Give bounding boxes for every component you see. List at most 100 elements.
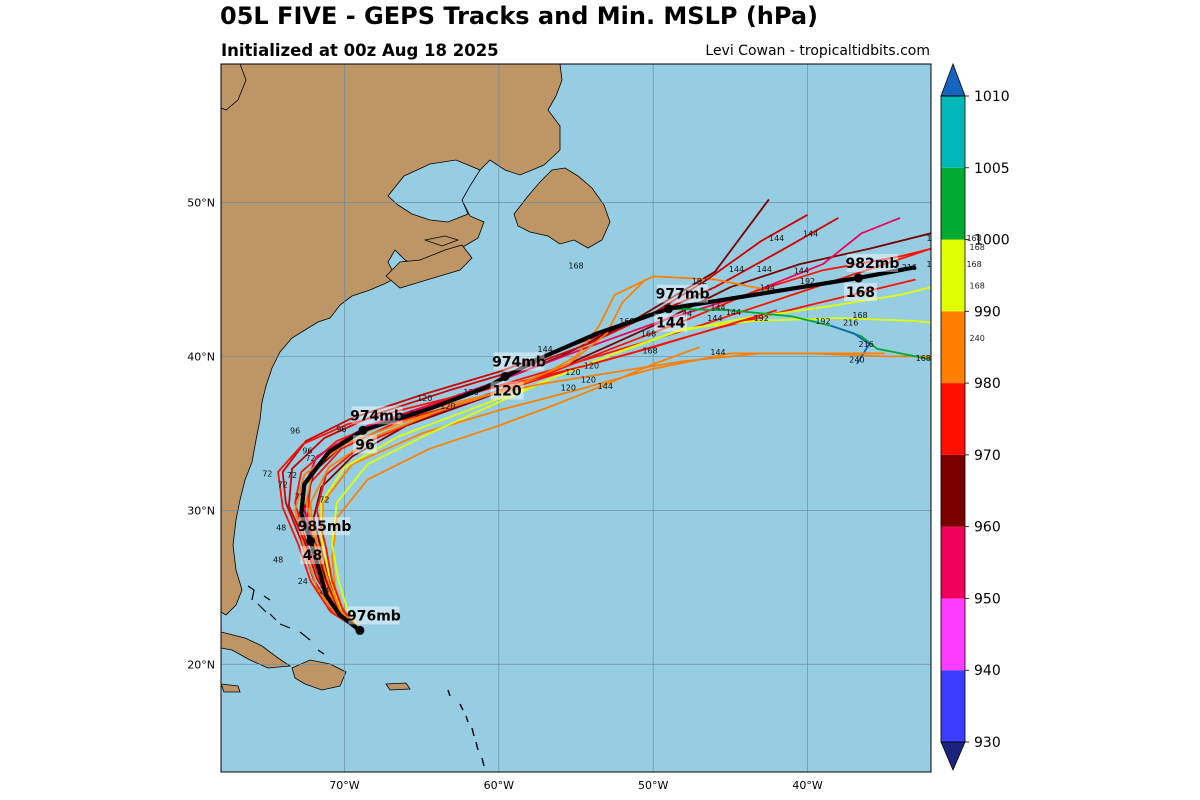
hour-label: 240 — [849, 356, 864, 365]
offmap-hour-label: 168 — [970, 282, 985, 291]
map-title: 05L FIVE - GEPS Tracks and Min. MSLP (hP… — [220, 2, 818, 30]
colorbar-label: 1010 — [974, 89, 1010, 105]
hour-label: 216 — [843, 319, 858, 328]
mean-hour-label-bg — [353, 435, 377, 454]
credit-text: Levi Cowan - tropicaltidbits.com — [705, 43, 930, 59]
hour-label: 120 — [440, 402, 455, 411]
lesser-antilles — [447, 689, 485, 767]
colorbar-label: 960 — [974, 520, 1001, 536]
colorbar-segment — [941, 239, 965, 312]
bahamas-islands — [247, 585, 325, 655]
hour-label: 72 — [305, 454, 315, 463]
pressure-label-bg — [299, 517, 351, 536]
mean-track-point — [306, 536, 316, 546]
hour-label: 144 — [710, 348, 725, 357]
hour-label: 72 — [278, 480, 288, 489]
lat-tick-label: 20°N — [187, 658, 215, 671]
hour-label: 120 — [463, 388, 478, 397]
init-time-subtitle: Initialized at 00z Aug 18 2025 — [221, 41, 499, 60]
lat-tick-label: 40°N — [187, 350, 215, 363]
lon-tick-label: 40°W — [792, 779, 822, 792]
jamaica — [221, 683, 241, 693]
pressure-label-bg — [348, 606, 400, 625]
colorbar-segment — [941, 670, 965, 742]
hour-label: 144 — [726, 308, 741, 317]
mean-track-point — [500, 371, 510, 381]
hour-label: 96 — [290, 426, 300, 435]
lon-tick-label: 60°W — [484, 779, 514, 792]
hour-label: 168 — [619, 317, 634, 326]
hour-label: 168 — [916, 354, 931, 363]
colorbar-segment — [941, 96, 965, 168]
hour-label: 144 — [707, 314, 722, 323]
hour-label: 192 — [800, 277, 815, 286]
hour-label: 144 — [710, 303, 725, 312]
pressure-label: 985mb — [298, 519, 352, 535]
mean-hour-label-bg — [490, 381, 524, 400]
colorbar-extend-high — [940, 62, 966, 97]
member-track — [320, 286, 931, 631]
colorbar-extend-low — [940, 741, 966, 772]
member-track — [830, 324, 871, 365]
hour-label: 168 — [568, 262, 583, 271]
hour-label: 144 — [794, 266, 809, 275]
hour-label: 240 — [930, 334, 945, 343]
colorbar-segment — [941, 454, 965, 527]
colorbar-label: 950 — [974, 591, 1001, 607]
pressure-label-bg — [657, 284, 709, 303]
axis-labels: 50°N 40°N 30°N 20°N 70°W 60°W 50°W 40°W — [187, 197, 823, 792]
hour-label: 44 — [682, 309, 692, 318]
colorbar-label: 990 — [974, 304, 1001, 320]
colorbar-label: 940 — [974, 663, 1001, 679]
land-layer — [221, 64, 611, 767]
mean-hour-label: 144 — [656, 316, 685, 332]
hour-label: 168 — [930, 282, 945, 291]
hour-label: 144 — [598, 382, 613, 391]
colorbar-segment — [941, 383, 965, 455]
cuba — [221, 631, 292, 669]
mean-track-point — [853, 273, 863, 283]
colorbar-frame — [940, 95, 966, 743]
lat-tick-label: 50°N — [187, 197, 215, 210]
hour-label: 72 — [287, 471, 297, 480]
hour-label: 96 — [409, 409, 419, 418]
colorbar-label: 980 — [974, 376, 1001, 392]
hour-label: 48 — [276, 523, 286, 532]
mean-track-point — [664, 304, 674, 314]
hour-label: 216 — [902, 263, 917, 272]
puerto-rico — [385, 682, 411, 691]
hour-label: 192 — [754, 314, 769, 323]
hour-label: 168 — [926, 260, 941, 269]
pressure-labels: 976mb985mb48974mb96974mb120977mb144982mb… — [298, 253, 899, 635]
hour-label: 120 — [565, 368, 580, 377]
hour-label: 168 — [852, 311, 867, 320]
hispaniola — [291, 659, 347, 691]
colorbar-labels: 930 940 950 960 970 980 990 1000 1005 1010 — [965, 89, 1010, 751]
hour-label: 216 — [859, 340, 874, 349]
hour-label: 96 — [302, 446, 312, 455]
hour-label: 144 — [537, 345, 552, 354]
lon-tick-label: 50°W — [638, 779, 668, 792]
colorbar — [940, 62, 966, 772]
mean-hour-label-bg — [843, 282, 877, 301]
pressure-label: 977mb — [656, 287, 710, 303]
member-track — [277, 309, 777, 632]
hudson-bay-edge — [221, 64, 247, 111]
hour-label: 192 — [815, 317, 830, 326]
colorbar-label: 1005 — [974, 161, 1010, 177]
hour-label: 144 — [757, 265, 772, 274]
north-america-landmass — [221, 64, 563, 616]
hour-label: 72 — [262, 469, 272, 478]
hour-label: 24 — [319, 586, 329, 595]
hour-label: 168 — [642, 346, 657, 355]
hour-label: 144 — [760, 283, 775, 292]
hour-label: 72 — [319, 496, 329, 505]
nova-scotia — [385, 244, 473, 289]
lon-tick-label: 70°W — [329, 779, 359, 792]
hour-label: 48 — [273, 556, 283, 565]
mean-hour-label-bg — [300, 546, 325, 565]
prince-edward-island — [423, 235, 460, 247]
hour-label: 48 — [305, 550, 315, 559]
